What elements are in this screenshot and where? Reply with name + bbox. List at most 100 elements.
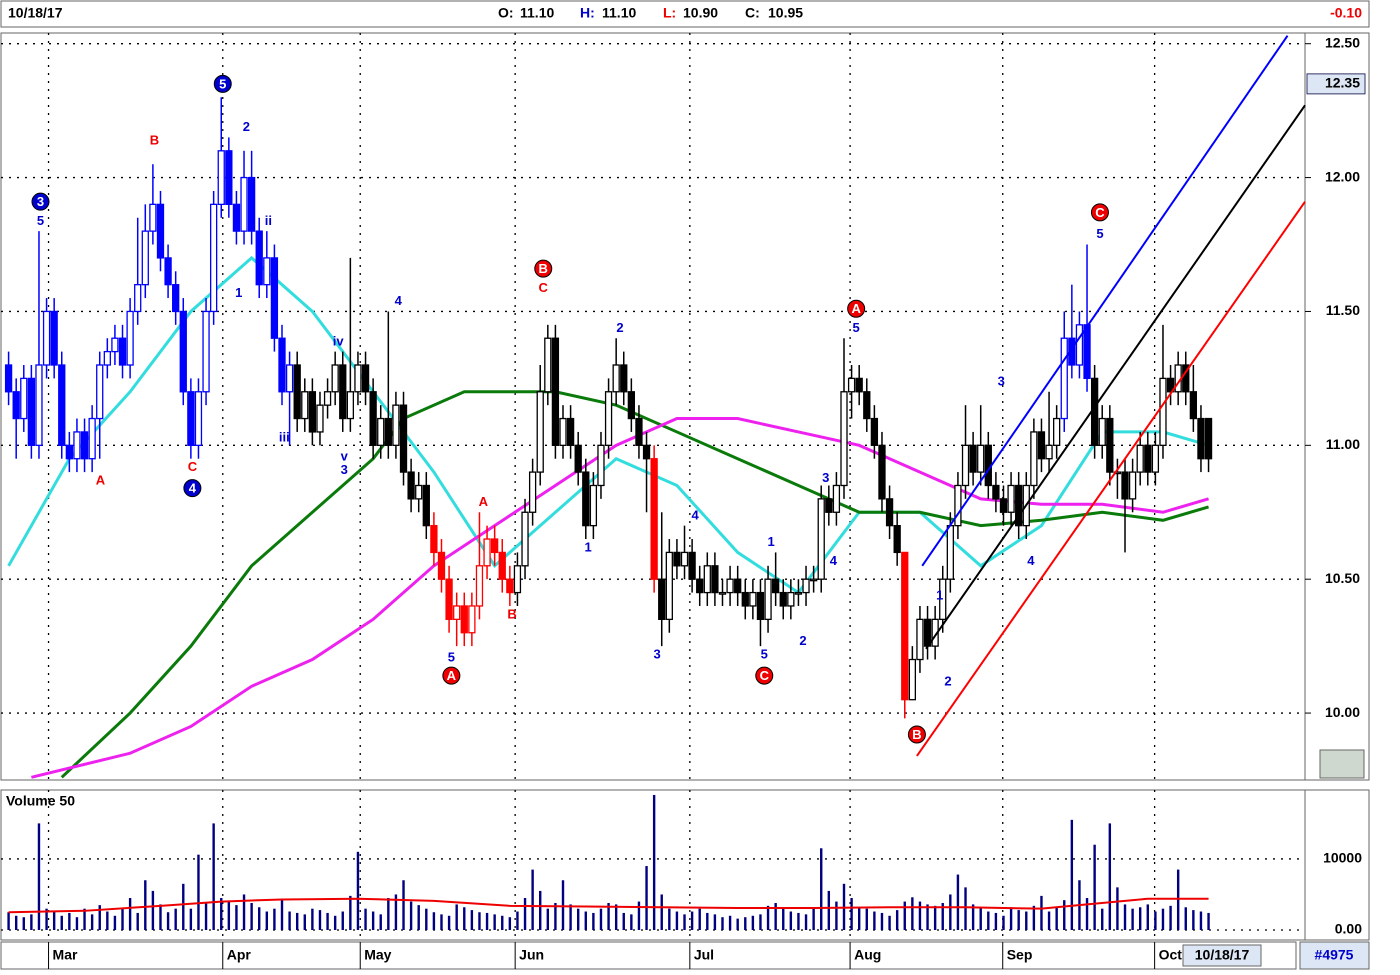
candle-body (4, 364, 13, 393)
volume-bar (1085, 898, 1089, 930)
wave-label: 2 (243, 119, 250, 134)
candle-body (726, 578, 734, 594)
candle-body (764, 578, 772, 621)
candle-body (589, 484, 598, 527)
candle-body (415, 484, 423, 500)
volume-bar (1161, 908, 1165, 930)
y-tick-label: 10000 (1323, 850, 1362, 866)
volume-bar (895, 910, 899, 930)
volume-bar (349, 895, 352, 930)
candle-body (840, 391, 848, 487)
x-tick-label: Aug (854, 947, 881, 963)
candle-body (969, 444, 977, 473)
volume-bar (387, 898, 390, 930)
candle-body (445, 578, 453, 621)
candle-body (247, 176, 256, 232)
candle-body (688, 551, 696, 580)
volume-bar (782, 908, 785, 930)
candle-body (217, 150, 225, 206)
price-marker-box (1306, 73, 1366, 95)
volume-bar (1055, 907, 1058, 930)
candle-body (1045, 444, 1053, 460)
volume-bar (690, 911, 694, 930)
candle-body (369, 391, 377, 446)
volume-bar (189, 908, 193, 930)
volume-bar (683, 914, 686, 930)
candle-body (673, 551, 681, 567)
candle-body (1144, 444, 1152, 473)
wave-label: C (1095, 205, 1105, 220)
candle-body (620, 364, 628, 393)
wave-circle (755, 666, 774, 685)
volume-bar (409, 901, 413, 930)
candle-body (885, 498, 894, 527)
volume-bar (728, 915, 732, 930)
candle-body (232, 203, 241, 232)
candle-body (650, 458, 658, 580)
candle-body (597, 444, 605, 487)
volume-bar (273, 908, 276, 930)
id-box (1299, 941, 1370, 970)
candle-body (1037, 431, 1046, 460)
candle-body (1083, 324, 1091, 380)
volume-bar (926, 904, 929, 930)
volume-bar (994, 912, 998, 930)
wave-label: 3 (822, 470, 829, 485)
candle-body (1166, 377, 1175, 393)
wave-label: 4 (1027, 553, 1035, 568)
candle-body (825, 498, 833, 513)
wave-label: C (539, 280, 549, 295)
volume-bar (212, 823, 215, 930)
volume-bar (660, 894, 663, 930)
volume-bar (1108, 823, 1112, 930)
candle-body (787, 591, 795, 607)
date-axis (0, 941, 1297, 970)
volume-bar (971, 904, 975, 930)
candle-body (354, 364, 362, 393)
candle-body (361, 364, 370, 393)
candle-body (1090, 377, 1099, 446)
wave-label: B (539, 261, 548, 276)
candle-body (612, 364, 620, 393)
volume-bar (873, 911, 876, 930)
wave-label: B (150, 133, 159, 148)
date-box-text: 10/18/17 (1195, 947, 1250, 963)
price-axis (1304, 32, 1370, 781)
candle-body (513, 565, 522, 594)
candle-body (96, 364, 104, 420)
y-tick-label: 11.50 (1326, 302, 1360, 318)
candle-body (407, 471, 415, 500)
wave-label: 3 (37, 194, 44, 209)
volume-bar (903, 901, 906, 930)
header-date: 10/18/17 (8, 5, 63, 21)
candle-body (734, 578, 742, 594)
low-value: 10.90 (683, 5, 718, 21)
volume-bar (235, 905, 238, 930)
volume-bar (204, 902, 208, 930)
candle-body (20, 377, 28, 420)
volume-bar (576, 908, 580, 930)
y-tick-label: 12.00 (1325, 168, 1360, 184)
volume-bar (151, 890, 155, 930)
volume-bar (1093, 844, 1096, 930)
volume-bar (911, 897, 914, 930)
candle-body (1007, 484, 1015, 513)
candle-body (187, 391, 195, 446)
volume-bar (7, 912, 10, 930)
wave-label: ii (265, 213, 272, 228)
candle-body (12, 391, 20, 420)
volume-bar (1063, 900, 1066, 930)
wave-label: 3 (654, 647, 661, 662)
wave-label: A (96, 473, 106, 488)
candle-body (179, 310, 187, 393)
volume-bar (371, 911, 375, 930)
wave-label: 1 (584, 540, 591, 555)
volume-bar (197, 854, 200, 930)
tool-icon[interactable] (1319, 749, 1365, 779)
open-label: O: (498, 5, 514, 21)
moving-average (60, 390, 1209, 779)
volume-bar (599, 908, 603, 930)
panel-title: Volume 50 (6, 793, 75, 809)
volume-bar (113, 915, 117, 930)
